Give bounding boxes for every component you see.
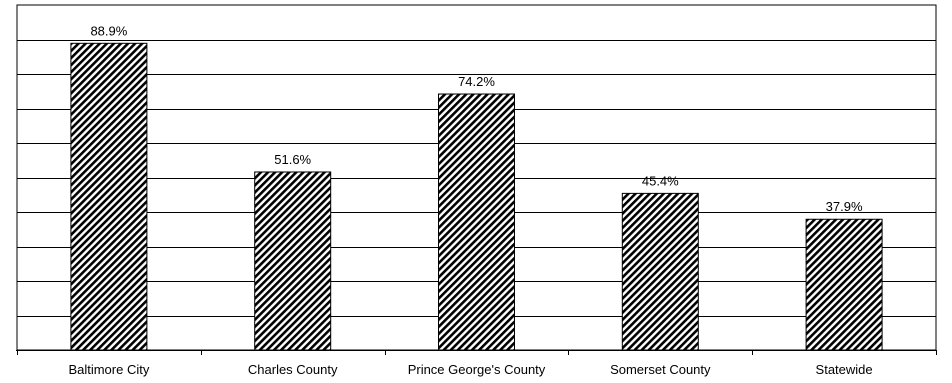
bar-somerset-county <box>621 192 699 351</box>
x-tick-label: Baltimore City <box>68 362 149 377</box>
data-label: 45.4% <box>642 173 679 188</box>
x-tick-label: Somerset County <box>610 362 711 377</box>
data-label: 51.6% <box>274 152 311 167</box>
data-label: 74.2% <box>458 74 495 89</box>
bar-baltimore-city <box>70 42 148 351</box>
bars <box>70 42 883 351</box>
bar-prince-george-s-county <box>438 93 515 351</box>
data-label: 37.9% <box>826 199 863 214</box>
x-tick-label: Statewide <box>816 362 873 377</box>
data-labels: 88.9% 51.6% 74.2% 45.4% 37.9% <box>90 23 863 214</box>
data-label: 88.9% <box>90 23 127 38</box>
x-tick-label: Prince George's County <box>408 362 546 377</box>
bar-statewide <box>805 218 883 351</box>
x-axis: Baltimore City Charles County Prince Georg… <box>16 350 937 377</box>
bar-charles-county <box>254 171 332 351</box>
x-tick-label: Charles County <box>248 362 338 377</box>
